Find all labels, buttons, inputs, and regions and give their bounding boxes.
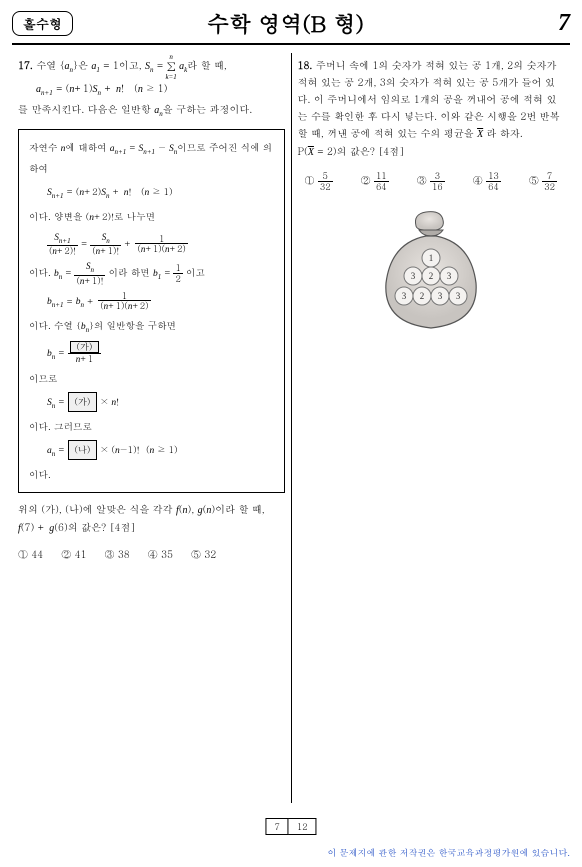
t: }은	[73, 58, 91, 72]
page: 홀수형 수학 영역(B 형) 7 17. 수열 {an}은 a1 = 1이고, …	[0, 0, 582, 867]
pf-current: 7	[265, 818, 288, 835]
t: 이고	[183, 265, 205, 279]
box-l9: 이므로	[29, 369, 274, 388]
d: 32	[318, 182, 333, 192]
box-l8: bn = (가)n+1	[47, 341, 274, 365]
q17-recurrence: an+1 = (n+1)Sn + n! (n ≥ 1)	[36, 81, 285, 97]
choice-2[interactable]: ② 1164	[361, 171, 389, 192]
c: ④	[473, 173, 483, 187]
question-18: 18. 주머니 속에 1의 숫자가 적혀 있는 공 1개, 2의 숫자가 적혀 …	[292, 53, 571, 803]
page-indicator: 7 12	[265, 818, 316, 835]
box-l4: Sn+1(n+2)! = Sn(n+1)! + 1(n+1)(n+2)	[47, 232, 274, 257]
t: 수열 {	[36, 58, 64, 72]
choice-2[interactable]: ② 41	[61, 547, 86, 561]
c: ①	[305, 173, 315, 187]
q17-stem: 17. 수열 {an}은 a1 = 1이고, Sn = nΣk=1 ak라 할 …	[18, 57, 285, 77]
box-l2: Sn+1 = (n+2)Sn + n! (n ≥ 1)	[47, 182, 274, 203]
t: 이고,	[119, 58, 145, 72]
t: 이다. 양변을 (	[29, 209, 89, 223]
box-l1: 자연수 n에 대하여 an+1 = Sn+1 − Sn이므로 주어진 식에 의하…	[29, 138, 274, 178]
t: 에 대하여	[65, 140, 109, 154]
copyright-notice: 이 문제지에 관한 저작권은 한국교육과정평가원에 있습니다.	[327, 846, 570, 859]
t: 이다.	[29, 265, 54, 279]
box-l3: 이다. 양변을 (n+2)!로 나누면	[29, 207, 274, 228]
svg-text:1: 1	[429, 253, 434, 263]
q18-number: 18.	[298, 58, 313, 72]
d: 16	[430, 182, 445, 192]
t: = 1	[100, 58, 119, 72]
sigma: nΣk=1	[166, 61, 175, 73]
t: 을 구하는 과정이다.	[163, 102, 253, 116]
c: ⑤	[529, 173, 539, 187]
blank-na: (나)	[68, 440, 98, 460]
d: 32	[542, 182, 557, 192]
choice-1[interactable]: ① 44	[18, 547, 43, 561]
choice-3[interactable]: ③ 38	[105, 547, 130, 561]
page-header: 홀수형 수학 영역(B 형) 7	[12, 8, 570, 45]
svg-text:3: 3	[438, 291, 443, 301]
t: }의 일반항을 구하면	[89, 318, 176, 332]
var-a1: a1	[91, 61, 100, 72]
t: 이다. 수열 {	[29, 318, 81, 332]
t: 위의 (가), (나)에 알맞은 식을 각각	[18, 502, 176, 516]
choice-5[interactable]: ⑤ 32	[191, 547, 216, 561]
svg-text:3: 3	[411, 271, 416, 281]
svg-text:2: 2	[429, 271, 434, 281]
c: ③	[417, 173, 427, 187]
q17-text: 수열 {an}은 a1 = 1이고, Sn = nΣk=1 ak라 할 때,	[36, 58, 227, 72]
q17-post: 위의 (가), (나)에 알맞은 식을 각각 f(n), g(n)이라 할 때,…	[18, 501, 285, 537]
q18-choices: ① 532 ② 1164 ③ 316 ④ 1364 ⑤ 732	[298, 171, 565, 192]
t: 라 할 때,	[187, 58, 227, 72]
box-l13: 이다.	[29, 465, 274, 484]
t: 라 하자.	[483, 126, 523, 140]
box-l10: Sn = (가) × n!	[47, 392, 274, 413]
choice-4[interactable]: ④ 35	[148, 547, 173, 561]
svg-text:3: 3	[402, 291, 407, 301]
t: 이라 할 때,	[215, 502, 265, 516]
q17-lead: 를 만족시킨다. 다음은 일반항 an을 구하는 과정이다.	[18, 101, 285, 121]
t: P(	[298, 144, 308, 158]
box-l6: bn+1 = bn + 1(n+1)(n+2)	[47, 291, 274, 313]
t: 의 값은? [4점]	[68, 520, 136, 534]
c: ②	[361, 173, 371, 187]
page-title: 수학 영역(B 형)	[13, 8, 558, 39]
var-an: an	[65, 61, 74, 72]
t: 이라 하면	[105, 265, 153, 279]
pf-total: 12	[289, 818, 317, 835]
question-17: 17. 수열 {an}은 a1 = 1이고, Sn = nΣk=1 ak라 할 …	[12, 53, 292, 803]
svg-text:3: 3	[456, 291, 461, 301]
d: 64	[486, 182, 501, 192]
svg-text:3: 3	[447, 271, 452, 281]
svg-text:2: 2	[420, 291, 425, 301]
d: 64	[374, 182, 389, 192]
box-l7: 이다. 수열 {bn}의 일반항을 구하면	[29, 316, 274, 337]
q17-number: 17.	[18, 58, 33, 72]
bag-illustration: 1 3 2 3 3 2 3 3	[371, 208, 491, 338]
t: 자연수	[29, 140, 61, 154]
columns: 17. 수열 {an}은 a1 = 1이고, Sn = nΣk=1 ak라 할 …	[12, 53, 570, 803]
page-number-top: 7	[558, 10, 570, 37]
choice-5[interactable]: ⑤ 732	[529, 171, 557, 192]
q17-derivation-box: 자연수 n에 대하여 an+1 = Sn+1 − Sn이므로 주어진 식에 의하…	[18, 129, 285, 493]
t: = 2)의 값은? [4점]	[314, 144, 404, 158]
box-l12: an = (나) × (n−1)! (n ≥ 1)	[47, 440, 274, 461]
blank-ga-2: (가)	[68, 392, 98, 412]
t: 를 만족시킨다. 다음은 일반항	[18, 102, 154, 116]
var-sn: Sn	[145, 61, 154, 72]
box-l5: 이다. bn = Sn(n+1)! 이라 하면 b1 = 12 이고	[29, 261, 274, 286]
choice-3[interactable]: ③ 316	[417, 171, 445, 192]
choice-4[interactable]: ④ 1364	[473, 171, 501, 192]
box-l11: 이다. 그러므로	[29, 417, 274, 436]
q17-choices: ① 44 ② 41 ③ 38 ④ 35 ⑤ 32	[18, 547, 285, 561]
q18-stem: 18. 주머니 속에 1의 숫자가 적혀 있는 공 1개, 2의 숫자가 적혀 …	[298, 57, 565, 161]
t: +2)!로 나누면	[94, 209, 155, 223]
choice-1[interactable]: ① 532	[305, 171, 333, 192]
page-footer: 7 12	[265, 818, 316, 835]
